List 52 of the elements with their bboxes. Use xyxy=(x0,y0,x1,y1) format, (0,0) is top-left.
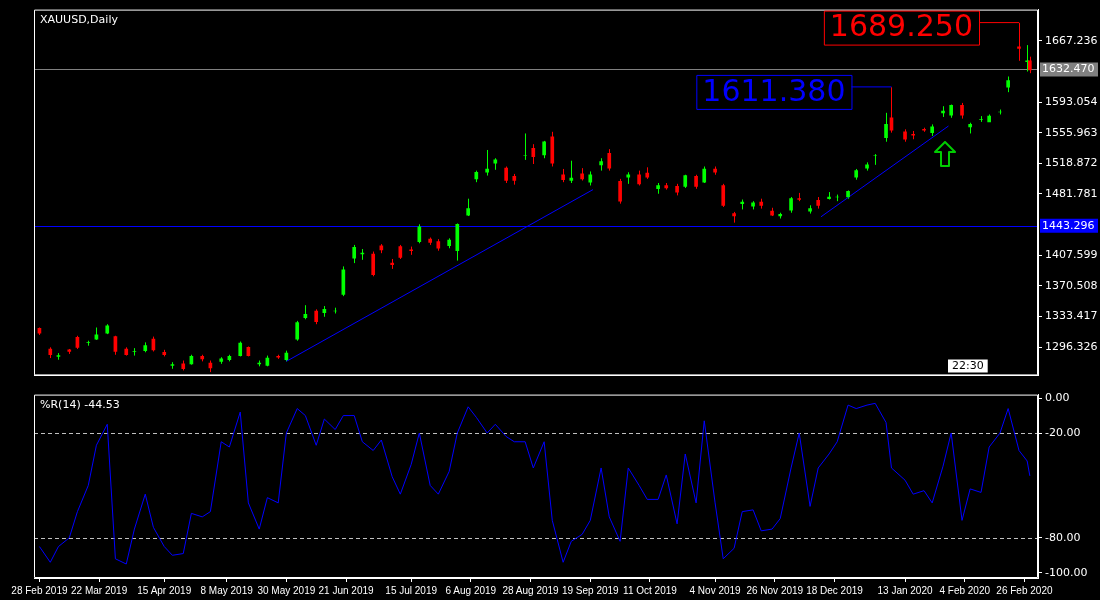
ref-line-label: 1443.296 xyxy=(1042,218,1095,232)
x-tick-label: 4 Nov 2019 xyxy=(689,584,742,596)
x-tick-label: 30 May 2019 xyxy=(257,584,316,596)
candlestick xyxy=(417,223,422,244)
candlestick xyxy=(884,112,888,143)
x-tick-label: 11 Oct 2019 xyxy=(623,584,678,596)
candlestick xyxy=(873,153,878,166)
candlestick xyxy=(295,320,300,342)
annotation: 22:30 xyxy=(952,359,984,373)
y-tick-label: 1296.326 xyxy=(1045,339,1098,353)
candlestick xyxy=(523,132,527,161)
x-tick-label: 4 Feb 2020 xyxy=(939,584,991,596)
y-tick-label: 1407.599 xyxy=(1045,248,1098,262)
x-tick-label: 15 Apr 2019 xyxy=(137,584,192,596)
chart-title: XAUUSD,Daily xyxy=(40,13,119,27)
candlestick xyxy=(352,244,357,264)
x-tick-label: 28 Aug 2019 xyxy=(502,584,560,596)
x-tick-label: 6 Aug 2019 xyxy=(445,584,497,596)
x-tick-label: 26 Nov 2019 xyxy=(746,584,804,596)
x-tick-label: 22 Mar 2019 xyxy=(71,584,128,596)
annotation: 1689.250 xyxy=(829,8,974,44)
candlestick xyxy=(531,143,536,165)
candlestick xyxy=(1017,22,1021,62)
y-tick-label: 0.00 xyxy=(1045,390,1070,404)
candlestick xyxy=(132,347,137,357)
candlestick xyxy=(569,160,574,184)
y-tick-label: 1667.236 xyxy=(1045,33,1098,47)
y-tick-label: 1333.417 xyxy=(1045,309,1098,323)
x-tick-label: 28 Feb 2019 xyxy=(11,584,68,596)
annotation: 1611.380 xyxy=(702,72,846,108)
y-tick-label: -20.00 xyxy=(1045,425,1081,439)
x-tick-label: 26 Feb 2020 xyxy=(996,584,1053,596)
y-tick-label: 1593.054 xyxy=(1045,94,1098,108)
chart-title: %R(14) -44.53 xyxy=(40,398,120,412)
ref-line-label: 1632.470 xyxy=(1042,62,1095,76)
y-tick-label: -80.00 xyxy=(1045,530,1081,544)
x-tick-label: 13 Jan 2020 xyxy=(877,584,933,596)
x-tick-label: 21 Jun 2019 xyxy=(318,584,375,596)
x-tick-label: 15 Jul 2019 xyxy=(385,584,438,596)
y-tick-label: 1370.508 xyxy=(1045,278,1098,292)
candlestick xyxy=(485,149,489,177)
candlestick xyxy=(371,251,376,277)
y-tick-label: 1481.781 xyxy=(1045,186,1098,200)
candlestick xyxy=(721,183,726,208)
candlestick xyxy=(618,178,622,205)
y-tick-label: 1518.872 xyxy=(1045,156,1098,170)
x-tick-label: 18 Dec 2019 xyxy=(806,584,864,596)
y-tick-label: -100.00 xyxy=(1045,565,1088,579)
x-tick-label: 19 Sep 2019 xyxy=(561,584,620,596)
x-tick-label: 8 May 2019 xyxy=(200,584,254,596)
y-tick-label: 1555.963 xyxy=(1045,125,1098,139)
candlestick xyxy=(607,148,612,172)
